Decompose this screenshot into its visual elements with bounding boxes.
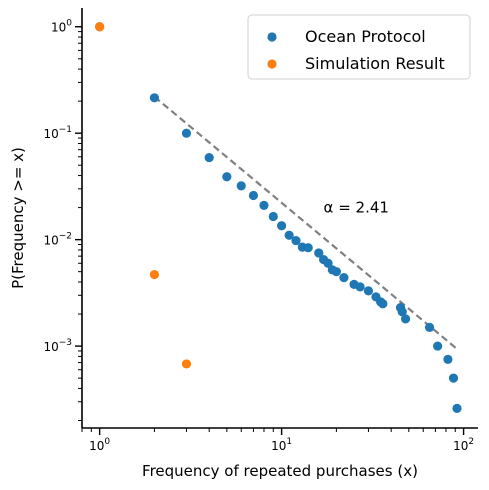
- ocean-protocol-point: [339, 272, 349, 283]
- legend-marker: [267, 32, 277, 42]
- simulation-result-point: [181, 359, 192, 369]
- ocean-protocol-point: [331, 267, 341, 277]
- ocean-protocol-point: [452, 403, 462, 413]
- legend-box: [247, 14, 471, 80]
- y-tick-label: 10−2: [43, 232, 72, 248]
- simulation-result-point: [95, 22, 105, 32]
- power-law-fit-line: [153, 95, 458, 350]
- legend-label: Ocean Protocol: [305, 27, 426, 46]
- ocean-protocol-point: [378, 299, 388, 309]
- ocean-protocol-point: [303, 243, 313, 253]
- legend-label: Simulation Result: [305, 54, 445, 73]
- ocean-protocol-point: [448, 373, 459, 383]
- ocean-protocol-point: [443, 354, 453, 364]
- x-tick-label: 102: [453, 437, 474, 453]
- ocean-protocol-point: [284, 230, 294, 240]
- x-tick-label: 101: [271, 437, 292, 453]
- y-tick-label: 10−3: [43, 338, 72, 354]
- ocean-protocol-point: [222, 172, 232, 182]
- simulation-result-point: [149, 269, 160, 280]
- legend-marker: [267, 59, 277, 69]
- alpha-annotation: α = 2.41: [324, 198, 389, 216]
- x-axis-label: Frequency of repeated purchases (x): [142, 462, 418, 480]
- ocean-protocol-point: [433, 341, 443, 351]
- ocean-protocol-point: [397, 307, 407, 317]
- ocean-protocol-point: [236, 181, 246, 191]
- ocean-protocol-point: [268, 211, 278, 222]
- points-group: [95, 22, 462, 413]
- ocean-protocol-point: [259, 200, 269, 210]
- ocean-protocol-point: [355, 282, 365, 292]
- ocean-protocol-point: [400, 314, 411, 324]
- ocean-protocol-point: [291, 235, 301, 246]
- ocean-protocol-point: [314, 248, 324, 258]
- ocean-protocol-point: [181, 128, 192, 138]
- ocean-protocol-point: [204, 152, 214, 163]
- ocean-protocol-point: [149, 93, 160, 103]
- legend: Ocean Protocol Simulation Result: [247, 14, 471, 80]
- axes: 100 101 102 10−3 10−2 10−1 100: [43, 8, 478, 453]
- ocean-protocol-point: [424, 322, 435, 332]
- ocean-protocol-point: [363, 286, 374, 296]
- y-tick-label: 10−1: [43, 125, 72, 141]
- x-tick-label: 100: [89, 437, 110, 453]
- y-tick-label: 100: [51, 19, 72, 35]
- y-axis-label: P(Frequency >= x): [9, 147, 27, 289]
- ocean-protocol-point: [323, 258, 333, 268]
- ocean-protocol-point: [248, 190, 259, 201]
- ocean-protocol-point: [277, 221, 287, 231]
- fit-line-group: [153, 95, 458, 350]
